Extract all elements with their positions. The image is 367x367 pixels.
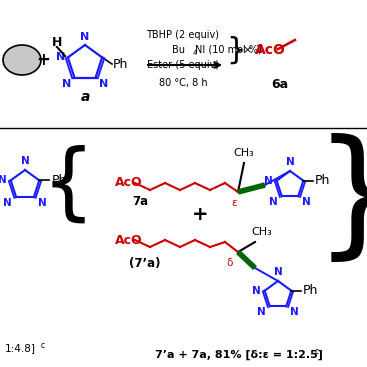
Text: 1:4.8]: 1:4.8]: [5, 343, 36, 353]
Text: AcO: AcO: [255, 43, 286, 57]
Text: }: }: [226, 36, 246, 65]
Text: Ph: Ph: [51, 174, 67, 187]
Text: δ: δ: [227, 258, 233, 268]
Text: N: N: [3, 198, 12, 208]
Ellipse shape: [3, 45, 41, 75]
Text: AcO: AcO: [115, 233, 143, 247]
Text: 6a: 6a: [272, 79, 288, 91]
Text: N: N: [252, 286, 261, 296]
Text: c: c: [41, 341, 45, 349]
Text: N: N: [274, 267, 282, 277]
Text: N: N: [38, 198, 47, 208]
Text: NI (10 mol %): NI (10 mol %): [195, 45, 262, 55]
Text: N: N: [99, 79, 108, 88]
Text: {: {: [41, 145, 95, 225]
Text: N: N: [21, 156, 29, 166]
Text: N: N: [290, 307, 299, 317]
Text: N: N: [269, 197, 278, 207]
Text: c: c: [315, 348, 319, 356]
Text: 7a: 7a: [132, 195, 148, 208]
Text: 4: 4: [193, 50, 197, 56]
Text: CH₃: CH₃: [234, 148, 254, 158]
Text: Ester (5 equiv): Ester (5 equiv): [147, 60, 219, 70]
Text: ε: ε: [231, 198, 237, 208]
Text: H: H: [52, 36, 62, 50]
Text: Ph: Ph: [302, 284, 318, 297]
Text: N: N: [257, 307, 266, 317]
Text: TBHP (2 equiv): TBHP (2 equiv): [146, 30, 219, 40]
Text: × 2: × 2: [243, 45, 263, 55]
Text: CH₃: CH₃: [252, 227, 272, 237]
Text: }: }: [314, 132, 367, 268]
Text: AcO: AcO: [115, 177, 143, 189]
Text: N: N: [56, 52, 65, 62]
Text: N: N: [302, 197, 311, 207]
Text: Ph: Ph: [113, 58, 128, 70]
Text: Bu: Bu: [172, 45, 185, 55]
Text: N: N: [264, 176, 273, 186]
Text: +: +: [192, 206, 208, 225]
Text: 80 °C, 8 h: 80 °C, 8 h: [159, 78, 207, 88]
Text: +: +: [36, 51, 50, 69]
Text: N: N: [286, 157, 294, 167]
Text: N: N: [0, 175, 7, 185]
Text: 7’a + 7a, 81% [δ:ε = 1:2.5]: 7’a + 7a, 81% [δ:ε = 1:2.5]: [155, 350, 323, 360]
Text: Ph: Ph: [315, 174, 330, 187]
Text: (7’a): (7’a): [129, 257, 161, 270]
Text: N: N: [80, 32, 90, 42]
Text: N: N: [62, 79, 72, 88]
Text: a: a: [80, 90, 90, 104]
